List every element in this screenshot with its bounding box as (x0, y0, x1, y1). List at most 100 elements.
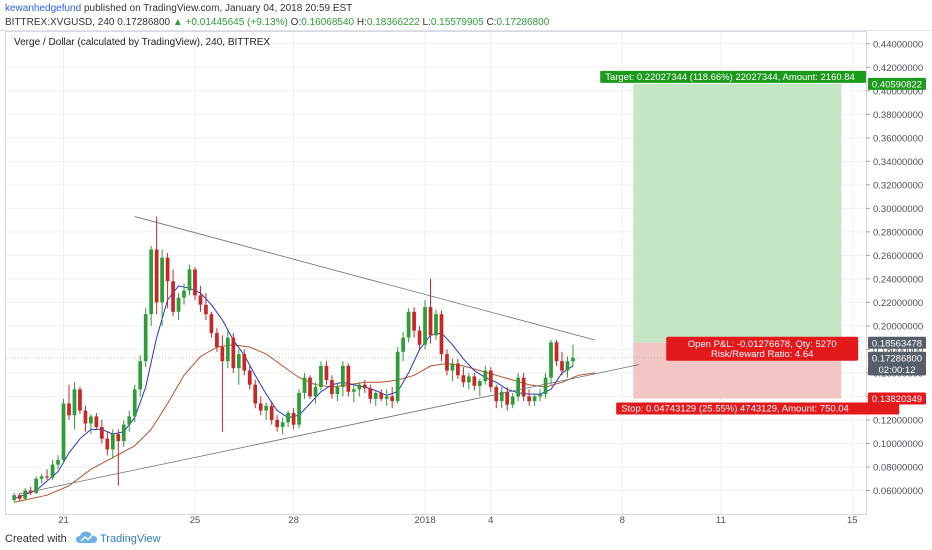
target-label: Target: 0.22027344 (118.66%) 22027344, A… (605, 72, 855, 83)
sma-slow-line (14, 344, 595, 503)
candle-body (242, 354, 247, 371)
created-with-text: Created with (5, 533, 67, 545)
candle-body (236, 354, 241, 369)
candle-body (269, 405, 274, 420)
candle-body (72, 389, 77, 416)
candle-body (121, 424, 126, 442)
x-tick-label: 8 (620, 515, 625, 526)
high-label: H: (356, 17, 367, 28)
candle-body (395, 351, 400, 402)
candle-body (477, 381, 482, 386)
author-link[interactable]: kewanhedgefund (5, 3, 82, 14)
candle-body (472, 376, 477, 386)
candle-body (516, 377, 521, 397)
symbol-line: BITTREX:XVGUSD, 240 0.17286800 ▲ +0.0144… (5, 17, 549, 28)
candle-body (182, 290, 186, 298)
candle-body (467, 376, 471, 383)
candle-body (417, 330, 422, 345)
price-tag: 0.18563478 (872, 338, 922, 349)
chart-frame (5, 31, 867, 515)
candle-body (127, 416, 132, 425)
x-tick-label: 2018 (414, 515, 435, 526)
target-label-box (600, 70, 866, 83)
candle-body (67, 403, 71, 416)
y-tick-label: 0.30000000 (873, 204, 923, 215)
candle-body (247, 370, 252, 385)
y-tick-label: 0.06000000 (873, 486, 923, 497)
candle-body (50, 464, 55, 478)
y-tick-label: 0.10000000 (873, 439, 923, 450)
candle-body (379, 392, 384, 399)
close-value: 0.17286800 (496, 17, 550, 28)
price-tag: 02:00:12 (879, 365, 916, 376)
y-tick-label: 0.38000000 (873, 110, 923, 121)
x-tick-label: 21 (58, 515, 69, 526)
candle-body (439, 314, 444, 355)
risk-reward-label: Risk/Reward Ratio: 4.64 (711, 349, 813, 360)
publish-line: kewanhedgefund published on TradingView.… (5, 3, 352, 14)
candle-body (116, 434, 121, 442)
candle-body (428, 307, 433, 336)
candle-body (483, 370, 488, 382)
y-tick-label: 0.24000000 (873, 274, 923, 285)
candle-body (335, 387, 340, 395)
x-tick-label: 11 (716, 515, 726, 526)
candle-body (78, 389, 82, 411)
stop-label: Stop: 0.04743129 (25.55%) 4743129, Amoun… (621, 404, 849, 415)
trendline (134, 216, 595, 341)
y-tick-label: 0.44000000 (873, 39, 923, 50)
candle-body (549, 342, 553, 378)
trendline (19, 364, 639, 495)
candle-body (456, 363, 460, 376)
candle-body (220, 347, 225, 362)
candle-body (450, 363, 455, 371)
candle-body (346, 365, 351, 392)
price-tag: 0.17286800 (872, 353, 922, 364)
price-tag-box (868, 77, 926, 90)
candle-body (461, 375, 466, 383)
tradingview-brand[interactable]: TradingView (100, 533, 161, 545)
candle-body (423, 307, 427, 345)
candle-body (324, 365, 329, 380)
candle-body (23, 490, 28, 499)
price-tag: 0.13820349 (872, 394, 922, 405)
price-tag-box (868, 392, 926, 405)
y-tick-label: 0.28000000 (873, 227, 923, 238)
candle-body (362, 384, 367, 389)
open-value: 0.16068540 (301, 17, 355, 28)
candle-body (291, 412, 296, 425)
candle-body (390, 396, 395, 402)
candle-body (187, 269, 192, 291)
candle-body (149, 249, 154, 315)
candle-body (61, 403, 66, 460)
candle-body (286, 412, 290, 423)
up-arrow-icon: ▲ (172, 17, 183, 28)
publish-info: published on TradingView.com, January 04… (83, 3, 353, 14)
candle-body (56, 459, 60, 465)
y-tick-label: 0.42000000 (873, 63, 923, 74)
candle-body (94, 416, 99, 428)
candle-body (505, 391, 510, 405)
candle-body (83, 410, 88, 424)
candle-body (231, 337, 236, 369)
candle-body (499, 391, 504, 402)
x-tick-label: 28 (288, 515, 299, 526)
x-tick-label: 25 (190, 515, 201, 526)
y-tick-label: 0.40000000 (873, 86, 923, 97)
candle-body (560, 361, 564, 371)
candle-body (215, 332, 219, 348)
price-chart[interactable]: Target: 0.22027344 (118.66%) 22027344, A… (0, 0, 932, 526)
low-value: 0.15579905 (430, 17, 484, 28)
candle-body (554, 342, 559, 362)
candle-body (258, 403, 263, 411)
stop-label-box (616, 402, 900, 415)
x-tick-label: 15 (847, 515, 858, 526)
candle-body (510, 396, 515, 405)
footer: Created with TradingView (0, 526, 932, 550)
candle-body (488, 370, 493, 388)
candle-body (193, 269, 197, 296)
y-tick-label: 0.22000000 (873, 298, 923, 309)
candle-body (368, 388, 373, 399)
candle-body (110, 434, 115, 450)
candle-body (538, 394, 542, 397)
